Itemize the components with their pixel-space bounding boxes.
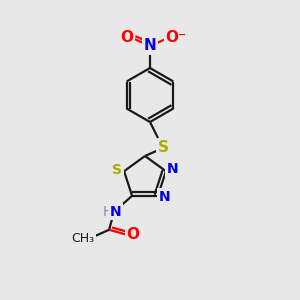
- Text: N: N: [167, 162, 179, 176]
- Text: CH₃: CH₃: [71, 232, 94, 245]
- Text: N: N: [109, 205, 121, 219]
- Text: S: S: [112, 163, 122, 177]
- Text: S: S: [158, 140, 169, 155]
- Text: N: N: [144, 38, 156, 53]
- Text: O⁻: O⁻: [166, 29, 187, 44]
- Text: N: N: [159, 190, 171, 204]
- Text: O: O: [121, 29, 134, 44]
- Text: O: O: [127, 227, 140, 242]
- Text: H: H: [103, 205, 113, 219]
